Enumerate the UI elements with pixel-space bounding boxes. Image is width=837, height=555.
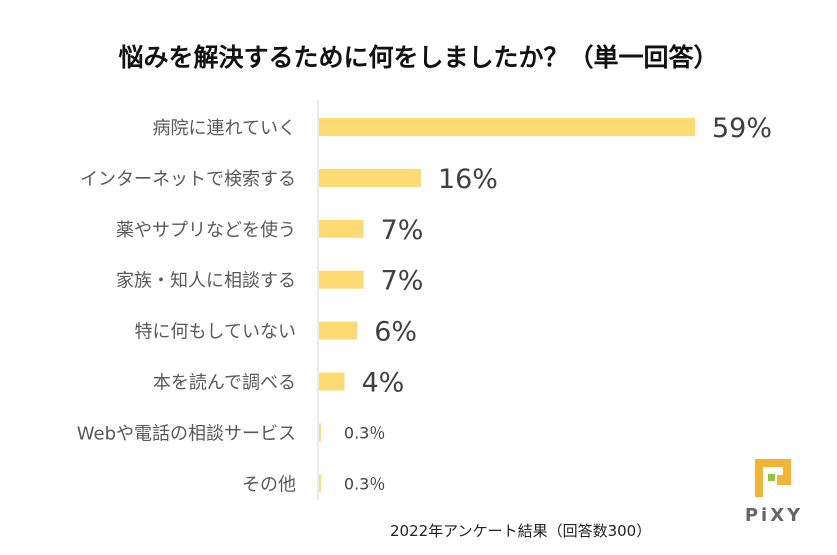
data-label: 6% <box>374 317 417 348</box>
bar <box>319 219 364 238</box>
bar <box>319 474 321 493</box>
footnote: 2022年アンケート結果（回答数300） <box>390 522 652 540</box>
pixy-logo: PiXY <box>744 455 804 526</box>
data-label: 59% <box>712 113 772 144</box>
bar <box>319 168 421 187</box>
category-label: 本を読んで調べる <box>153 373 296 394</box>
category-label: 特に何もしていない <box>135 322 296 343</box>
category-label: Webや電話の相談サービス <box>77 423 296 444</box>
data-label: 16% <box>438 164 498 195</box>
data-label: 7% <box>381 266 424 297</box>
category-label: その他 <box>242 474 296 495</box>
bar <box>319 372 345 391</box>
bar <box>319 270 364 289</box>
logo-text: PiXY <box>744 505 804 526</box>
category-label: インターネットで検索する <box>80 169 296 190</box>
data-label: 0.3％ <box>344 474 385 493</box>
category-label: 家族・知人に相談する <box>116 271 296 292</box>
bar <box>319 118 695 136</box>
logo-mark-icon <box>755 459 791 497</box>
bar <box>319 321 358 340</box>
chart-title: 悩みを解決するために何をしましたか？（単一回答） <box>118 43 719 72</box>
category-label: 薬やサプリなどを使う <box>116 220 296 241</box>
data-label: 7% <box>381 215 424 246</box>
data-label: 4% <box>361 368 404 399</box>
category-label: 病院に連れていく <box>153 118 296 139</box>
bar <box>319 423 321 442</box>
data-label: 0.3％ <box>344 423 385 442</box>
